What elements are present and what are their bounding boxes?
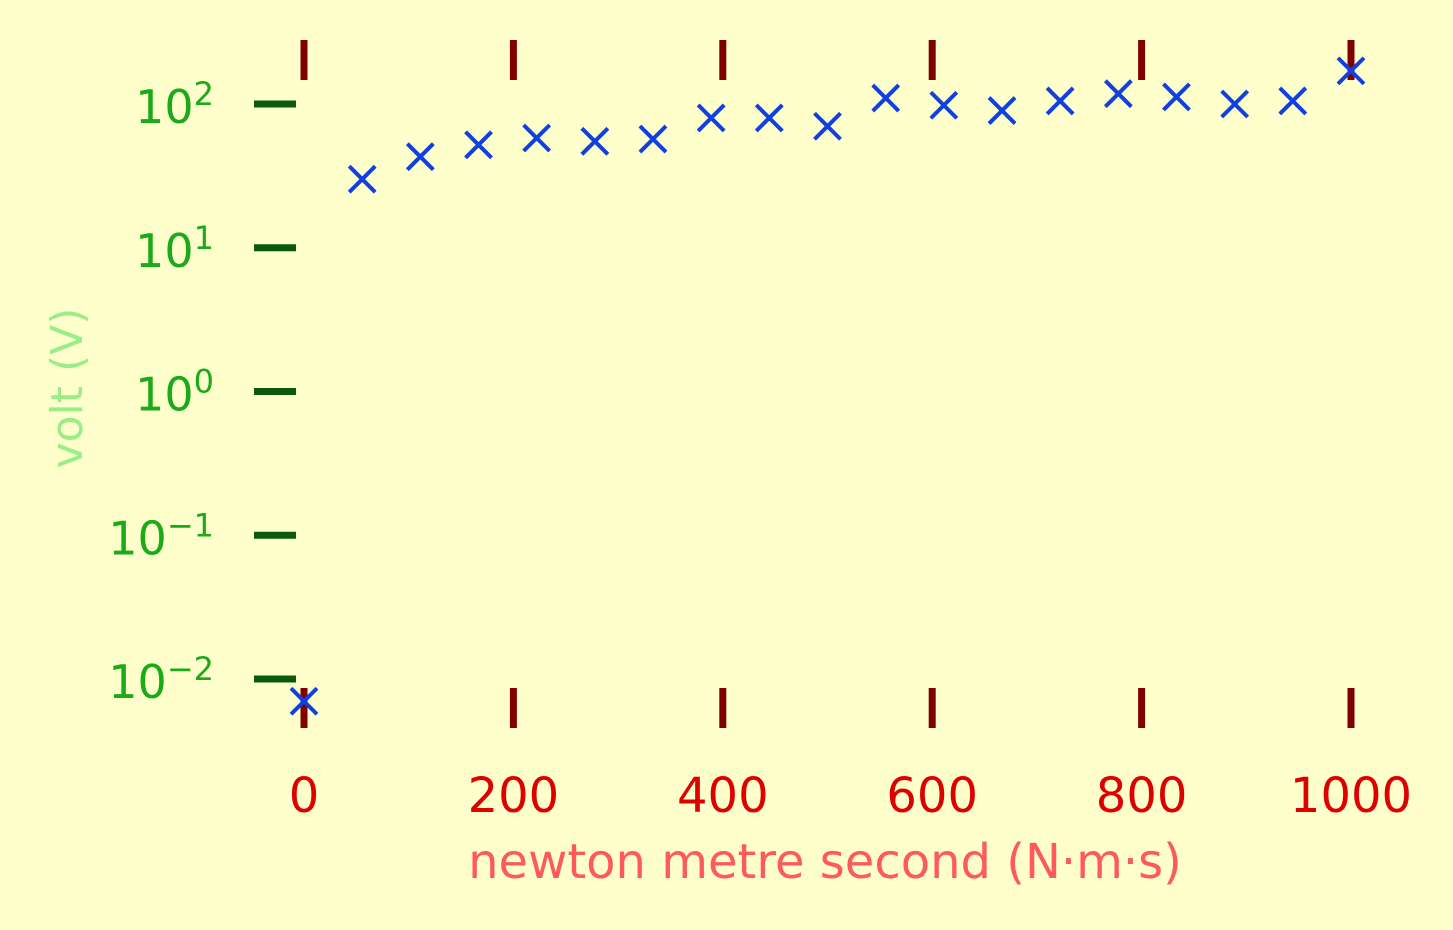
y-tick-label: 10−2	[108, 650, 214, 709]
data-point-marker	[405, 142, 435, 172]
marker-stroke	[929, 90, 959, 120]
data-point-marker	[522, 123, 552, 153]
marker-stroke	[1103, 79, 1133, 109]
data-point-marker	[464, 130, 493, 160]
x-axis-label: newton metre second (N·m·s)	[468, 834, 1182, 890]
marker-stroke	[1162, 82, 1191, 112]
y-axis-ticks: 10−2 10−1 100 101 102	[108, 75, 296, 709]
marker-stroke	[754, 103, 784, 133]
data-point-marker	[347, 164, 377, 194]
marker-stroke	[522, 123, 552, 153]
marker-stroke	[580, 126, 610, 156]
data-point-marker	[1045, 86, 1075, 116]
data-point-marker	[696, 103, 726, 133]
y-tick-label: 101	[135, 219, 214, 278]
marker-stroke	[347, 164, 377, 194]
data-point-marker	[1220, 89, 1250, 119]
marker-stroke	[289, 686, 319, 716]
x-tick-label: 0	[289, 768, 320, 824]
x-tick-label: 1000	[1290, 768, 1412, 824]
marker-stroke	[696, 103, 726, 133]
data-point-marker	[1162, 82, 1191, 112]
marker-stroke	[1336, 56, 1366, 86]
data-point-marker	[871, 83, 901, 113]
marker-stroke	[1278, 86, 1308, 116]
data-point-marker	[289, 686, 319, 716]
data-point-marker	[929, 90, 959, 120]
y-tick-label: 100	[135, 363, 214, 422]
x-tick-label: 400	[677, 768, 769, 824]
data-point-marker	[638, 124, 668, 154]
x-tick-label: 600	[886, 768, 978, 824]
data-point-marker	[987, 96, 1017, 125]
marker-stroke	[813, 111, 842, 141]
marker-stroke	[638, 124, 668, 154]
marker-stroke	[1045, 86, 1075, 116]
marker-stroke	[987, 96, 1017, 125]
data-point-marker	[1278, 86, 1308, 116]
x-axis-ticks: 0 200 400 600 800 1000	[289, 40, 1412, 824]
data-point-marker	[813, 111, 842, 141]
data-point-marker	[580, 126, 610, 156]
data-point-marker	[1336, 56, 1366, 86]
y-tick-label: 10−1	[108, 506, 214, 565]
marker-stroke	[464, 130, 493, 160]
marker-stroke	[1220, 89, 1250, 119]
marker-stroke	[405, 142, 435, 172]
data-point-marker	[754, 103, 784, 133]
y-axis-label: volt (V)	[42, 308, 93, 469]
marker-stroke	[871, 83, 901, 113]
data-point-marker	[1103, 79, 1133, 109]
x-tick-label: 800	[1096, 768, 1188, 824]
data-markers	[289, 56, 1366, 716]
y-tick-label: 102	[135, 75, 214, 134]
x-tick-label: 200	[468, 768, 560, 824]
